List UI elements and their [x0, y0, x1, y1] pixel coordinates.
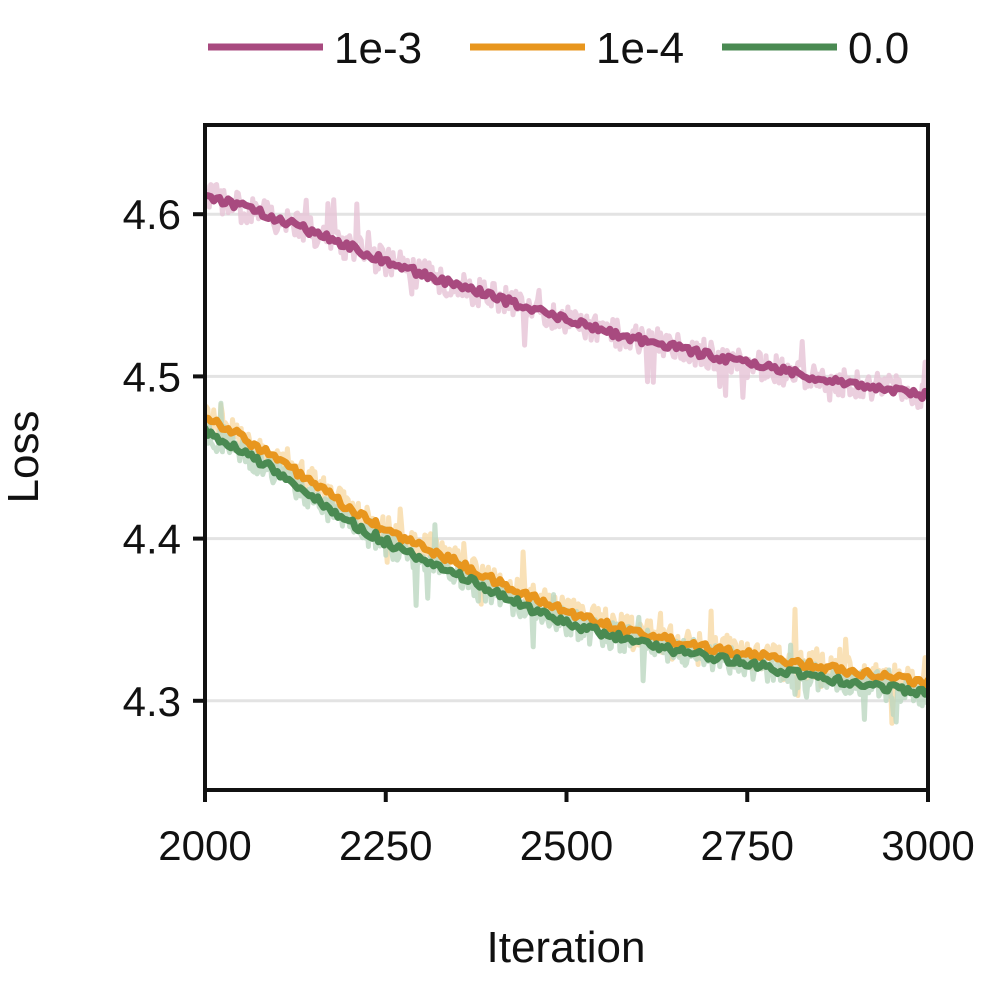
- legend-label: 0.0: [848, 24, 909, 73]
- legend-item-1e-4: 1e-4: [470, 24, 684, 73]
- x-tick-label: 2500: [520, 822, 613, 869]
- x-axis: 2000 2250 2500 2750 3000: [158, 790, 975, 869]
- legend-label: 1e-4: [596, 24, 684, 73]
- y-tick-label: 4.3: [123, 678, 181, 725]
- series-layer: [205, 182, 928, 726]
- x-tick-label: 3000: [881, 822, 974, 869]
- series-line-1e-3: [205, 191, 928, 402]
- x-tick-label: 2250: [339, 822, 432, 869]
- raw-line-1e-3: [205, 182, 928, 410]
- y-axis: 4.3 4.4 4.5 4.6: [123, 191, 205, 725]
- x-tick-label: 2000: [158, 822, 251, 869]
- legend-item-1e-3: 1e-3: [208, 24, 422, 73]
- legend-label: 1e-3: [334, 24, 422, 73]
- legend: 1e-3 1e-4 0.0: [208, 24, 909, 73]
- series-line-1e-4: [205, 414, 928, 690]
- x-tick-label: 2750: [701, 822, 794, 869]
- legend-item-0.0: 0.0: [722, 24, 909, 73]
- series-line-0.0: [205, 424, 928, 699]
- y-tick-label: 4.5: [123, 353, 181, 400]
- y-tick-label: 4.6: [123, 191, 181, 238]
- y-tick-label: 4.4: [123, 516, 181, 563]
- raw-line-0.0: [205, 400, 928, 725]
- x-axis-label: Iteration: [487, 923, 646, 972]
- y-axis-label: Loss: [0, 411, 48, 504]
